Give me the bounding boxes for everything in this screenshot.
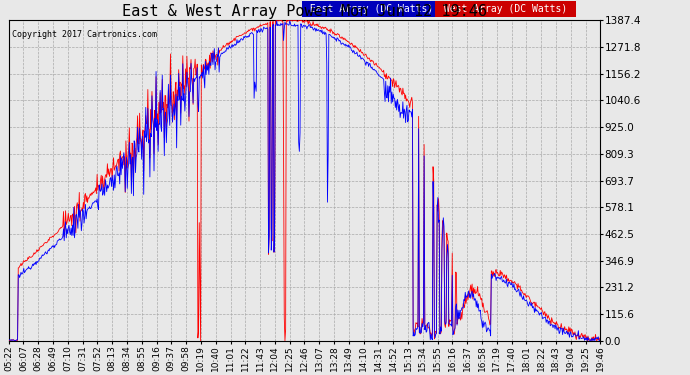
Text: East Array (DC Watts): East Array (DC Watts) (304, 4, 440, 14)
Text: West Array (DC Watts): West Array (DC Watts) (437, 4, 573, 14)
Title: East & West Array Power Mon Jun 12 19:46: East & West Array Power Mon Jun 12 19:46 (122, 4, 487, 19)
Text: Copyright 2017 Cartronics.com: Copyright 2017 Cartronics.com (12, 30, 157, 39)
